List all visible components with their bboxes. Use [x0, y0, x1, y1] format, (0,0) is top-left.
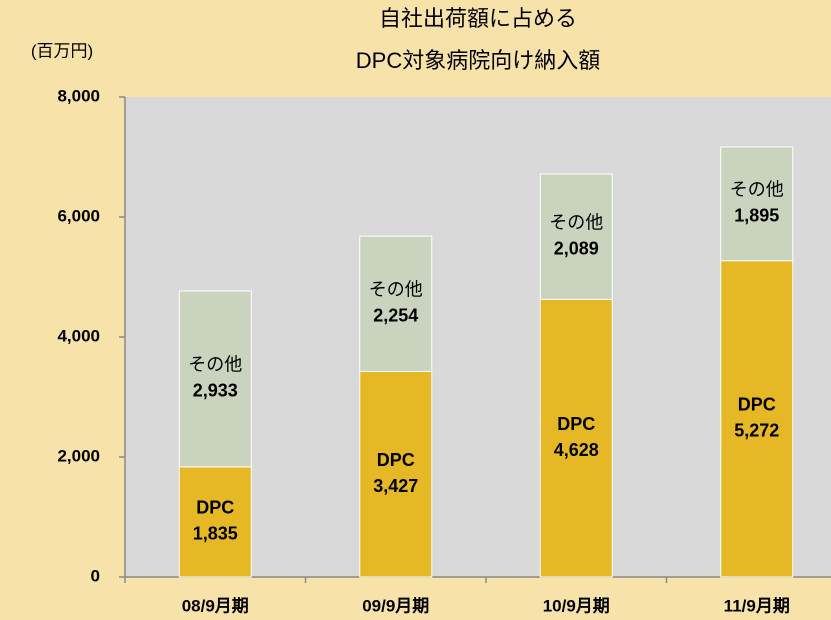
data-label: 3,427	[373, 476, 418, 496]
segment-name: その他	[369, 280, 423, 300]
segment-name: その他	[549, 212, 603, 232]
data-label: 5,272	[734, 421, 779, 441]
x-tick-label: 09/9月期	[362, 596, 429, 615]
x-tick-label: 08/9月期	[182, 596, 249, 615]
y-tick-label: 6,000	[57, 206, 100, 225]
bar-segment	[539, 298, 613, 578]
y-tick-label: 0	[91, 566, 100, 585]
segment-name: DPC	[557, 414, 595, 434]
y-tick-label: 4,000	[57, 326, 100, 345]
x-tick-label: 11/9月期	[724, 596, 790, 615]
segment-name: その他	[730, 180, 784, 200]
bar-segment	[178, 290, 252, 468]
y-axis-label: (百万円)	[31, 41, 93, 60]
x-tick-label: 10/9月期	[543, 596, 610, 615]
y-tick-label: 8,000	[57, 86, 100, 105]
bar-segment	[359, 235, 433, 372]
bar-segment	[539, 173, 613, 300]
segment-name: DPC	[377, 450, 415, 470]
data-label: 1,895	[734, 206, 779, 226]
y-tick-label: 2,000	[57, 446, 100, 465]
data-label: 2,933	[193, 381, 238, 401]
segment-name: その他	[188, 355, 242, 375]
bar-segment	[178, 466, 252, 578]
bar-segment	[720, 260, 794, 578]
segment-name: DPC	[196, 498, 234, 518]
chart-title: DPC対象病院向け納入額	[356, 48, 600, 73]
data-label: 2,254	[373, 306, 418, 326]
bar-segment	[359, 370, 433, 578]
segment-name: DPC	[738, 395, 776, 415]
data-label: 1,835	[193, 524, 238, 544]
data-label: 4,628	[554, 440, 599, 460]
data-label: 2,089	[554, 238, 599, 258]
bar-segment	[720, 146, 794, 262]
chart-title: 自社出荷額に占める	[379, 6, 577, 31]
